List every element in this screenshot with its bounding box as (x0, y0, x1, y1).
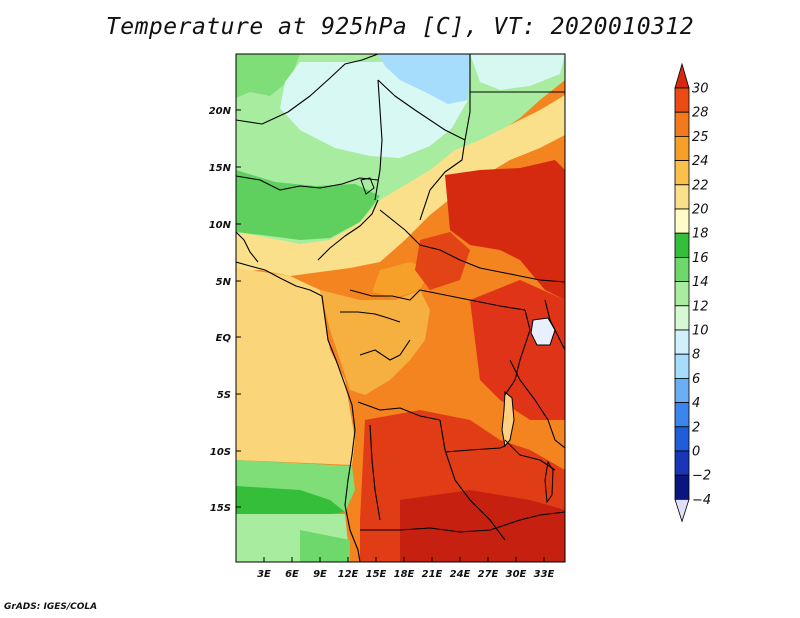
colorbar-box (674, 208, 690, 234)
colorbar-box (674, 402, 690, 428)
colorbar-box (674, 377, 690, 403)
colorbar-box (674, 87, 690, 113)
east-rift-borders (544, 299, 565, 351)
colorbar-label: 10 (692, 324, 709, 339)
colorbar-label: 30 (692, 82, 709, 97)
colorbar-label: 0 (692, 445, 700, 460)
longitude-labels: 3E 6E 9E 12E 15E 18E 21E 24E 27E 30E 33E (257, 569, 554, 580)
lon-label: 3E (257, 569, 271, 580)
lat-label: EQ (216, 333, 232, 344)
lon-label: 12E (338, 569, 359, 580)
colorbar-label: 14 (692, 275, 709, 290)
latitude-labels: 20N 15N 10N 5N EQ 5S 10S 15S (209, 106, 232, 514)
lon-label: 33E (534, 569, 555, 580)
gulf-of-guinea-coast (236, 231, 259, 263)
region-temp-14-16 (236, 170, 380, 240)
colorbar-box (674, 160, 690, 186)
axis-ticks (236, 109, 545, 562)
west-coastline (236, 261, 361, 562)
grads-credit: GrADS: IGES/COLA (4, 602, 98, 612)
lon-label: 27E (478, 569, 499, 580)
colorbar-label: 25 (692, 130, 709, 145)
colorbar-top-triangle (674, 62, 690, 89)
sahel-borders (236, 175, 379, 191)
colorbar-label: 22 (692, 178, 709, 193)
colorbar-box (674, 281, 690, 307)
colorbar-box (674, 135, 690, 161)
lat-label: 5N (216, 277, 232, 288)
colorbar-box (674, 426, 690, 452)
colorbar-label: 16 (692, 251, 709, 266)
plot-frame (235, 53, 566, 563)
colorbar-box (674, 329, 690, 355)
lake-victoria (530, 317, 556, 346)
lon-label: 15E (366, 569, 387, 580)
colorbar-label: 20 (692, 203, 709, 218)
map-title: Temperature at 925hPa [C], VT: 202001031… (105, 14, 695, 40)
lon-label: 24E (450, 569, 471, 580)
colorbar-box (674, 184, 690, 210)
colorbar-box (674, 450, 690, 476)
lat-label: 15S (210, 503, 231, 514)
colorbar-box (674, 111, 690, 137)
lat-label: 5S (217, 390, 231, 401)
lon-label: 30E (506, 569, 527, 580)
lat-label: 10S (210, 447, 231, 458)
country-borders (236, 54, 565, 562)
colorbar-label: 12 (692, 299, 709, 314)
colorbar-label: 24 (692, 154, 709, 169)
colorbar-box (674, 256, 690, 282)
region-temp-20-22 (236, 268, 355, 465)
colorbar-box (674, 474, 690, 500)
colorbar-label: 6 (692, 372, 700, 387)
colorbar-box (674, 305, 690, 331)
lat-label: 20N (209, 106, 232, 117)
colorbar-label: 8 (692, 348, 700, 363)
colorbar-box (674, 232, 690, 258)
colorbar-label: −2 (692, 469, 711, 484)
lon-label: 9E (313, 569, 327, 580)
region-temp-18-20 (236, 95, 565, 276)
colorbar-box (674, 353, 690, 379)
colorbar-label: −4 (692, 493, 711, 508)
lat-label: 15N (209, 163, 232, 174)
lon-label: 21E (422, 569, 443, 580)
region-temp-8-10 (378, 54, 470, 104)
region-temp-22-24 (320, 290, 430, 395)
colorbar-label: 4 (692, 396, 700, 411)
lon-label: 18E (394, 569, 415, 580)
region-temp-28-30-east (445, 160, 565, 300)
colorbar-label: 18 (692, 227, 709, 242)
colorbar-label: 28 (692, 106, 709, 121)
colorbar-bottom-triangle (674, 498, 690, 523)
nigeria-cameroon-border (317, 199, 379, 261)
colorbar-label: 2 (692, 420, 700, 435)
lat-label: 10N (209, 220, 232, 231)
lon-label: 6E (285, 569, 299, 580)
